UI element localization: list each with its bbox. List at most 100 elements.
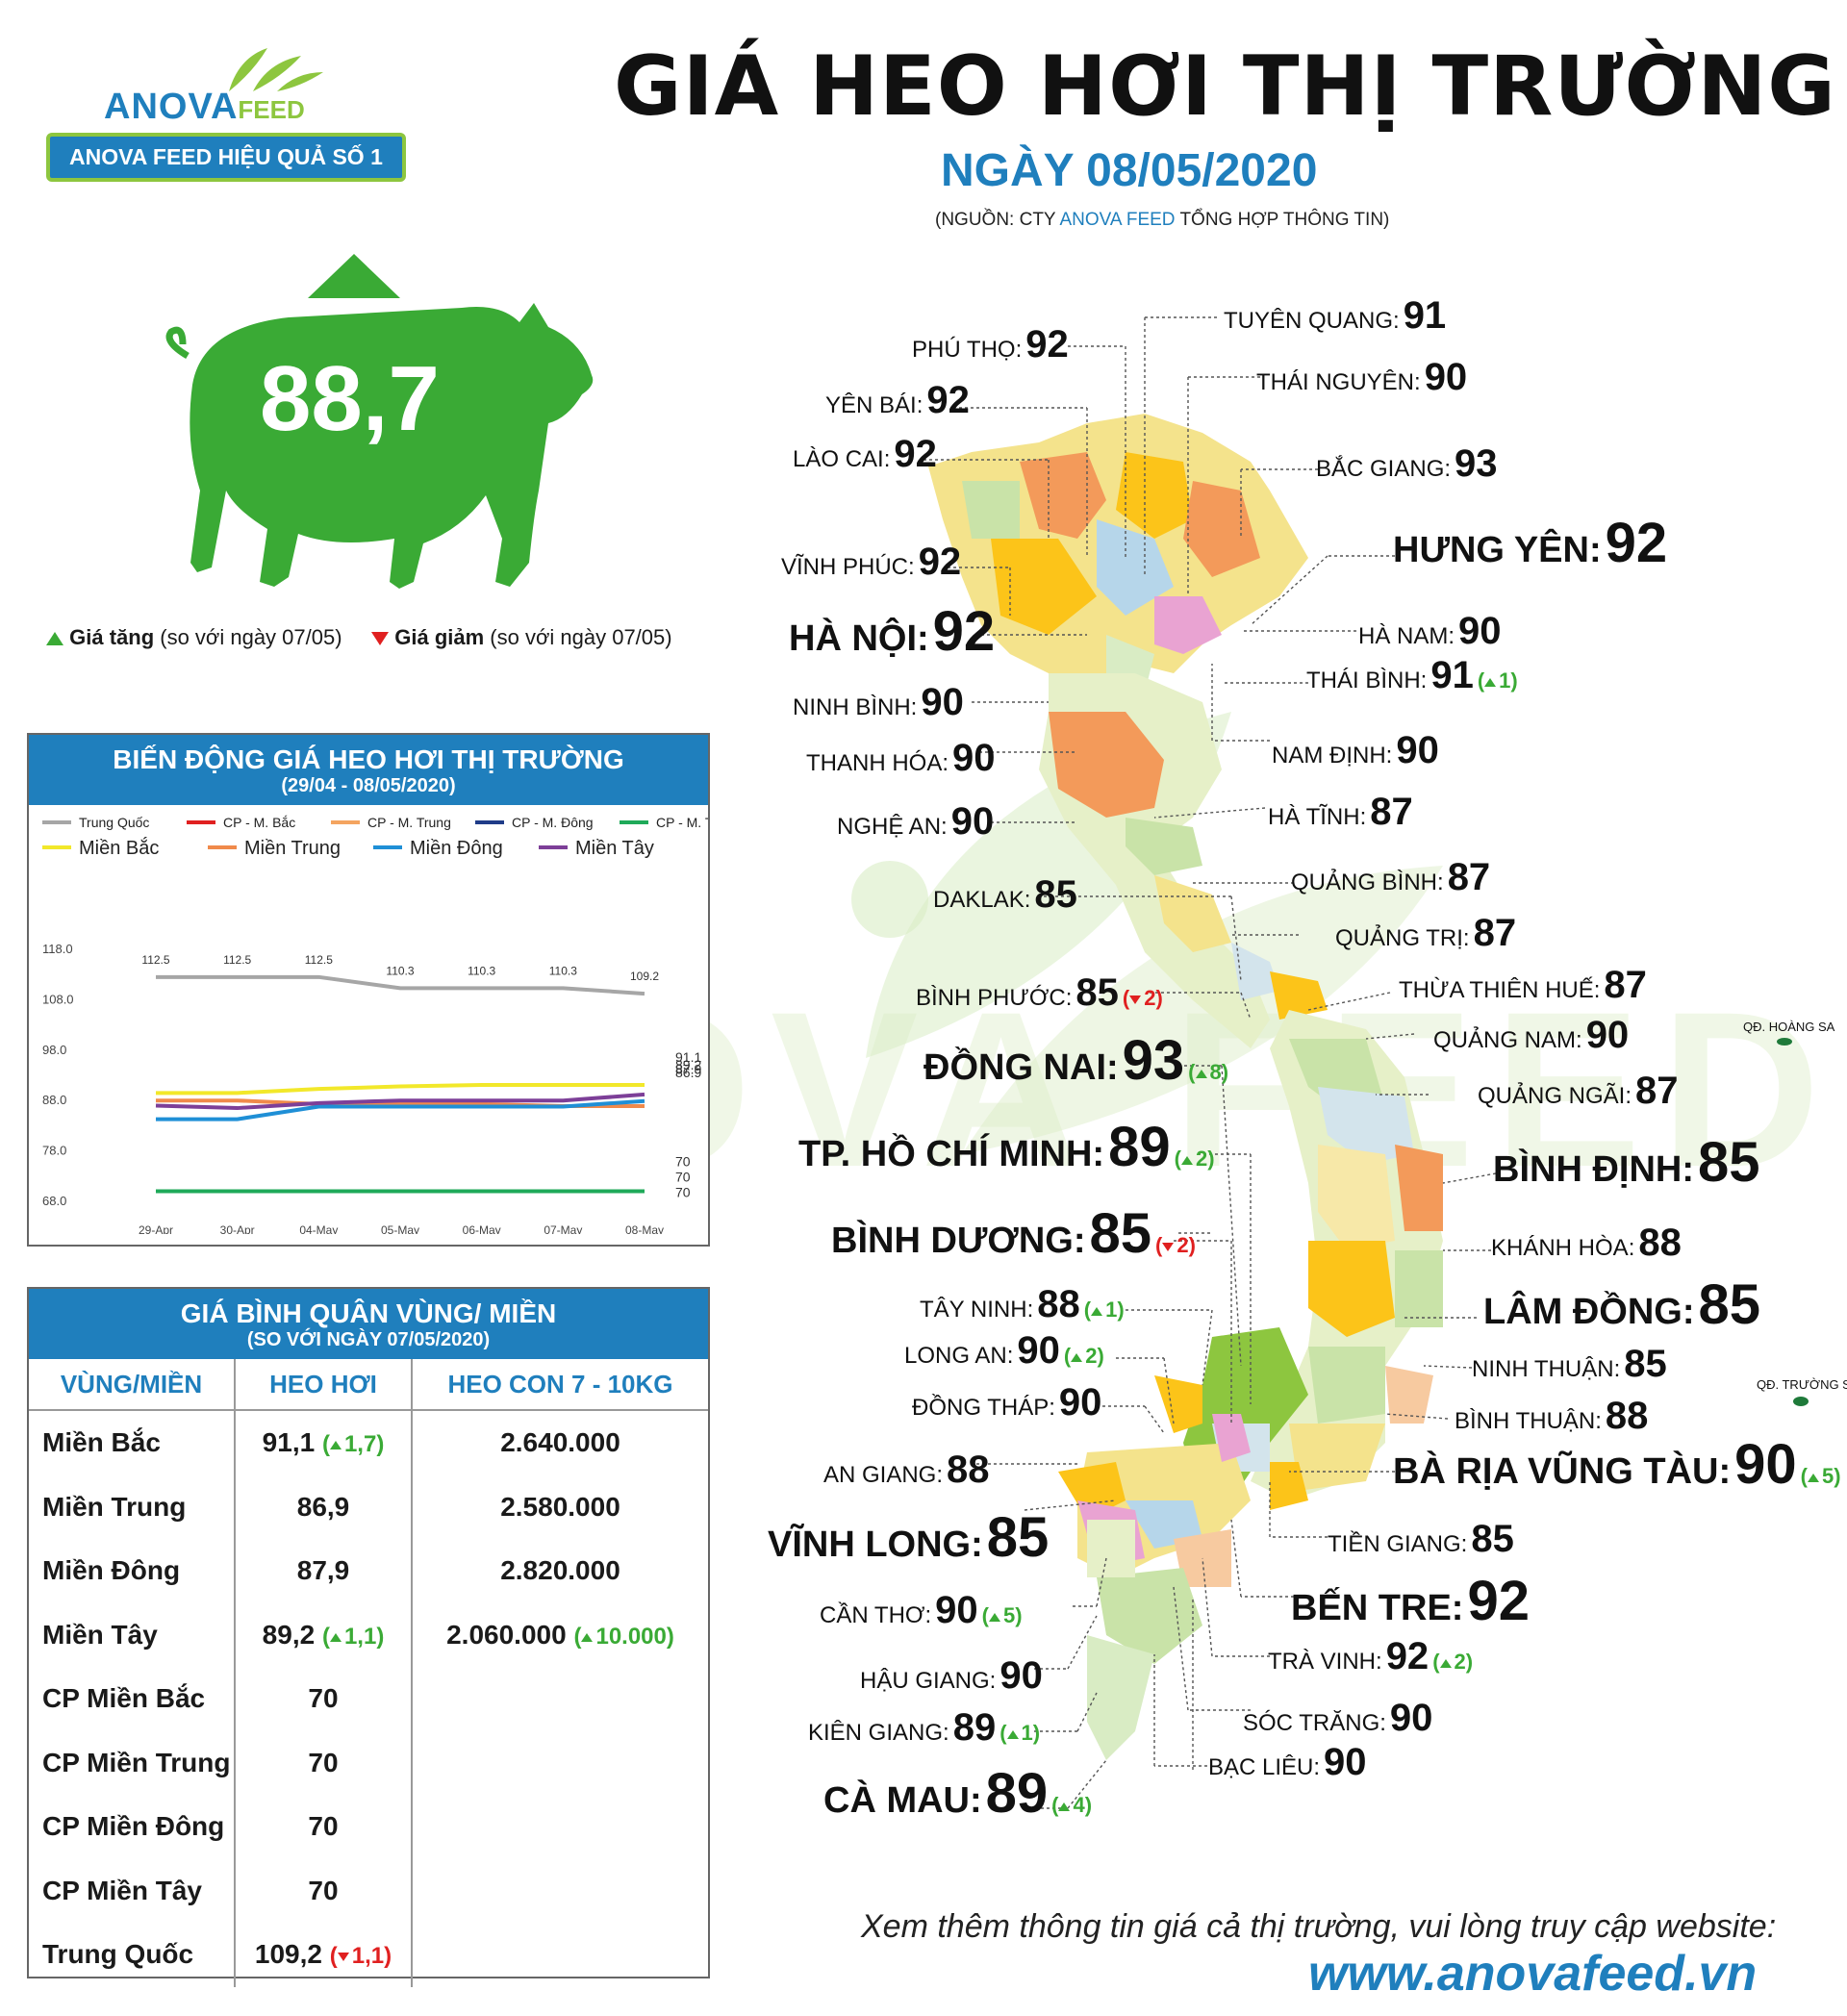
legend-label: CP - M. Tây [656,815,708,830]
province-price: 92 [1025,323,1069,365]
series-line-0 [156,974,645,996]
province-label: NAM ĐỊNH: 90 [1272,731,1439,769]
province-name: BÌNH ĐỊNH: [1493,1149,1694,1190]
trend-up-icon [1180,1155,1193,1165]
live-pig-price-cell: 86,9 [235,1474,413,1539]
legend-label: CP - M. Bắc [223,815,295,830]
price-trend-chart: Trung Quốc CP - M. Bắc CP - M. Trung CP - M… [42,815,708,1234]
national-price-value: 88,7 [260,347,440,450]
national-price-block: 88,7 [144,250,616,596]
province-change: (1) [1083,1298,1125,1322]
change-value: (1,1) [329,1943,392,1970]
province-label: QUẢNG NGÃI: 87 [1478,1071,1679,1110]
regional-avg-panel: GIÁ BÌNH QUÂN VÙNG/ MIỀN (SO VỚI NGÀY 07… [27,1287,710,1987]
province-label: BÌNH PHƯỚC: 85(2) [916,973,1163,1012]
province-label: SÓC TRĂNG: 90 [1243,1699,1432,1737]
change-value: (10.000) [573,1623,674,1650]
live-pig-price-cell: 87,9 [235,1539,413,1603]
province-label: BÌNH THUẬN: 88 [1455,1397,1648,1435]
province-name: BẠC LIÊU: [1208,1754,1321,1780]
province-price: 87 [1604,964,1647,1006]
province-price: 90 [950,800,995,843]
table-row: CP Miền Trung 70 [29,1730,708,1795]
province-label: TRÀ VINH: 92(2) [1268,1637,1473,1676]
end-value-label: 89.2 [675,1057,701,1072]
province-price: 93 [1122,1029,1185,1092]
province-price: 90 [1424,356,1468,398]
province-price: 85 [1698,1273,1761,1336]
province-name: DAKLAK: [933,887,1031,913]
province-change: (5) [981,1603,1023,1627]
trend-up-icon [1807,1473,1819,1482]
x-tick-label: 05-May [381,1223,419,1234]
y-tick-label: 108.0 [42,992,74,1006]
province-name: THỪA THIÊN HUẾ: [1399,977,1601,1003]
change-value: (1,7) [321,1431,385,1458]
province-change: (5) [1800,1464,1841,1488]
table-row: Miền Bắc 91,1 (1,7) 2.640.000 [29,1410,708,1475]
region-cell: Miền Đông [29,1539,236,1603]
province-label: TUYÊN QUANG: 91 [1224,296,1446,335]
logo-anova: ANOVA [104,87,239,127]
province-label: BÌNH ĐỊNH:85 [1493,1135,1760,1191]
province-label: NINH BÌNH: 90 [793,683,964,721]
province-change: (2) [1063,1344,1104,1368]
province-name: BÌNH THUẬN: [1455,1408,1602,1434]
province-price: 90 [999,1654,1043,1697]
chart-panel-header: BIẾN ĐỘNG GIÁ HEO HƠI THỊ TRƯỜNG (29/04 … [29,735,708,805]
province-label: HÀ NAM: 90 [1358,612,1502,650]
logo-feed: FEED [238,95,305,124]
series-line-7 [156,1098,645,1121]
regional-avg-table: VÙNG/MIỀN HEO HƠI HEO CON 7 - 10KG Miền … [29,1359,708,1987]
province-label: DAKLAK: 85 [933,875,1077,914]
region-cell: CP Miền Tây [29,1858,236,1923]
live-pig-price-cell: 109,2 (1,1) [235,1923,413,1987]
leaf-icon [229,48,323,91]
province-price: 89 [985,1762,1049,1825]
trend-up-icon [1006,1729,1019,1739]
legend-up-icon [46,632,63,646]
province-price: 85 [1471,1518,1514,1560]
province-price: 90 [1458,610,1502,652]
footer-website-link[interactable]: www.anovafeed.vn [1308,1946,1758,2002]
province-name: NGHỆ AN: [837,814,948,840]
trend-up-icon [308,254,400,298]
province-change: (1) [1477,668,1518,693]
province-change: (2) [1174,1147,1215,1171]
region-cell: Miền Tây [29,1602,236,1667]
data-label: 110.3 [386,964,414,977]
table-row: Miền Trung 86,9 2.580.000 [29,1474,708,1539]
data-label: 110.3 [549,964,577,977]
region-cell: Miền Bắc [29,1410,236,1475]
end-value-label: 86.9 [675,1065,701,1080]
province-price: 85 [1089,1202,1151,1265]
source-note: (NGUỒN: CTY ANOVA FEED TỔNG HỢP THÔNG TI… [935,210,1390,230]
province-name: BÌNH DƯƠNG: [831,1221,1086,1261]
island-label: QĐ. TRƯỜNG SA [1757,1377,1847,1392]
province-price: 92 [1467,1570,1530,1632]
trend-legend: Giá tăng (so với ngày 07/05) Giá giảm (s… [46,625,672,650]
province-label: QUẢNG NAM: 90 [1433,1016,1629,1054]
table-header-row: VÙNG/MIỀN HEO HƠI HEO CON 7 - 10KG [29,1359,708,1411]
province-price: 88 [1037,1283,1080,1325]
province-price: 92 [1385,1635,1430,1677]
province-price: 87 [1370,791,1413,833]
province-label: KIÊN GIANG: 89(1) [808,1708,1040,1747]
province-name: KIÊN GIANG: [808,1720,949,1746]
province-price: 85 [1034,873,1077,916]
end-value-label: 91.1 [675,1049,701,1065]
province-change: (8) [1188,1060,1229,1084]
province-price: 87 [1447,856,1491,898]
legend-label: Trung Quốc [79,815,149,830]
province-price: 88 [1638,1222,1682,1264]
province-label: QUẢNG BÌNH: 87 [1291,858,1490,896]
province-label: BẠC LIÊU: 90 [1208,1743,1367,1781]
province-price: 91 [1430,654,1474,696]
live-pig-price-cell: 91,1 (1,7) [235,1410,413,1475]
island-label: QĐ. HOÀNG SA [1743,1020,1835,1034]
province-name: BẮC GIANG: [1316,456,1452,482]
province-price: 90 [1585,1014,1630,1056]
live-pig-price-cell: 70 [235,1858,413,1923]
y-tick-label: 88.0 [42,1093,66,1107]
